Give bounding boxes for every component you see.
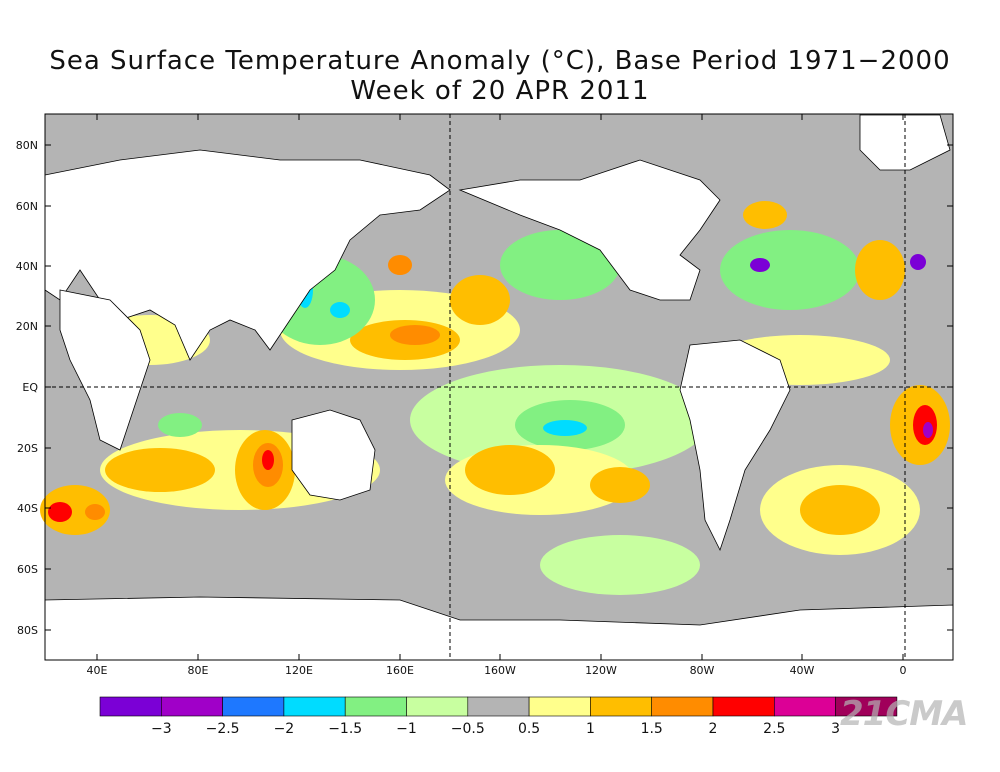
- lat-label: 80N: [16, 139, 38, 152]
- lon-label: 160W: [484, 664, 516, 677]
- lat-label: 20S: [17, 442, 38, 455]
- colorbar-swatch: [222, 696, 285, 717]
- colorbar-label: −2: [274, 721, 295, 737]
- map-title: Sea Surface Temperature Anomaly (°C), Ba…: [49, 46, 951, 76]
- colorbar-label: 1: [586, 721, 595, 737]
- colorbar-swatch: [590, 696, 653, 717]
- colorbar-swatch: [467, 696, 530, 717]
- lat-label: 60N: [16, 200, 38, 213]
- colorbar-label: −3: [151, 721, 172, 737]
- colorbar-swatch: [161, 696, 223, 717]
- colorbar-label: 1.5: [641, 721, 663, 737]
- colorbar-label: −0.5: [451, 721, 485, 737]
- colorbar-swatch: [528, 696, 591, 717]
- colorbar-label: 2: [709, 721, 718, 737]
- colorbar-label: −1.5: [328, 721, 362, 737]
- colorbar-swatch: [406, 696, 469, 717]
- lon-label: 120W: [585, 664, 617, 677]
- australia-landmass: [291, 409, 376, 501]
- lon-label: 80E: [188, 664, 209, 677]
- lat-label: EQ: [22, 381, 38, 394]
- south-america-landmass: [679, 339, 791, 552]
- colorbar-swatch: [835, 696, 898, 717]
- latitude-axis: 80N 60N 40N 20N EQ 20S 40S 60S 80S: [16, 139, 953, 637]
- colorbar-label: −2.5: [206, 721, 240, 737]
- colorbar-swatch: [344, 696, 407, 717]
- lat-label: 20N: [16, 320, 38, 333]
- lat-label: 80S: [17, 624, 38, 637]
- colorbar-swatch: [651, 696, 714, 717]
- north-america-landmass: [458, 159, 721, 301]
- map-subtitle: Week of 20 APR 2011: [350, 76, 650, 106]
- lon-label: 160E: [386, 664, 414, 677]
- lat-label: 40S: [17, 502, 38, 515]
- colorbar-label: −1: [396, 721, 417, 737]
- longitude-axis: 40E 80E 120E 160E 160W 120W 80W 40W 0: [87, 114, 907, 677]
- colorbar-label: 3: [831, 721, 840, 737]
- colorbar-label: 2.5: [763, 721, 785, 737]
- colorbar-swatch: [773, 696, 836, 717]
- colorbar-swatch: [99, 696, 162, 717]
- lat-label: 40N: [16, 260, 38, 273]
- watermark-logo: 21CMA: [840, 694, 968, 734]
- colorbar-label: 0.5: [518, 721, 540, 737]
- lon-label: 40E: [87, 664, 108, 677]
- africa-landmass: [59, 289, 151, 451]
- land-masses: [44, 114, 954, 661]
- lon-label: 120E: [285, 664, 313, 677]
- lon-label: 80W: [690, 664, 715, 677]
- colorbar-swatch: [712, 696, 775, 717]
- lon-label: 0: [900, 664, 907, 677]
- colorbar-swatch: [283, 696, 346, 717]
- colorbar-legend: −3 −2.5 −2 −1.5 −1 −0.5 0.5 1 1.5 2 2.5 3: [99, 696, 898, 737]
- lon-label: 40W: [790, 664, 815, 677]
- lat-label: 60S: [17, 563, 38, 576]
